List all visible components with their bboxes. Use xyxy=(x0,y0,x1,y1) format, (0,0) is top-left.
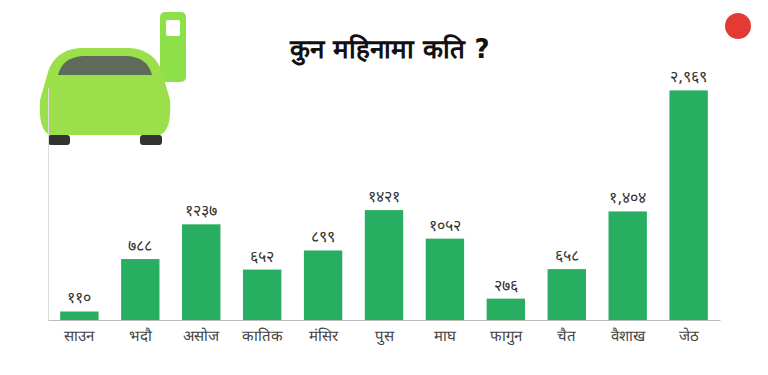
x-tick-label: फागुन xyxy=(490,327,523,346)
car-wheel xyxy=(140,135,162,145)
bar xyxy=(121,259,159,320)
bar xyxy=(60,311,98,320)
data-label: १२३७ xyxy=(185,201,217,220)
data-label: ६५२ xyxy=(250,247,274,266)
x-tick: चैत xyxy=(557,320,576,345)
title: कुन महिनामा कति ? xyxy=(289,34,489,66)
x-tick: वैशाख xyxy=(611,320,646,345)
bar xyxy=(304,250,342,320)
logo xyxy=(725,13,751,39)
x-tick: असोज xyxy=(183,320,220,345)
data-label: ७८८ xyxy=(128,236,152,255)
data-label: २,९६९ xyxy=(670,67,707,86)
x-tick-label: साउन xyxy=(64,327,95,345)
x-tick-label: वैशाख xyxy=(611,327,646,345)
bar xyxy=(487,299,525,320)
data-label: १४२१ xyxy=(368,187,400,206)
bar xyxy=(609,211,647,320)
illustration xyxy=(40,12,751,145)
x-tick-label: माघ xyxy=(434,327,457,345)
x-tick: फागुन xyxy=(490,320,523,346)
bar xyxy=(243,270,281,320)
car-window xyxy=(58,56,152,75)
bars xyxy=(60,90,708,320)
charger-screen xyxy=(166,20,180,36)
data-label: ८९९ xyxy=(311,227,335,246)
chart: कुन महिनामा कति ? साउन भदौ असोज कातिक मंसिर पु… xyxy=(0,0,768,375)
x-tick-label: असोज xyxy=(183,327,220,345)
bar xyxy=(426,239,464,320)
data-label: ११० xyxy=(67,288,91,307)
x-tick: पुस xyxy=(375,320,395,346)
car-body xyxy=(40,48,171,135)
data-label: ६५८ xyxy=(555,246,579,265)
bar xyxy=(669,90,707,320)
data-labels: ११० ७८८ १२३७ ६५२ ८९९ १४२१ १०५२ २७६ ६५८ १,४०४ २,९६९ xyxy=(67,67,707,307)
x-axis: साउन भदौ असोज कातिक मंसिर पुस माघ फागुन चैत वैशाख… xyxy=(49,320,721,346)
x-tick-label: पुस xyxy=(375,327,395,346)
x-tick: साउन xyxy=(64,320,95,345)
x-tick: कातिक xyxy=(242,320,283,345)
y-axis xyxy=(48,89,49,321)
data-label: २७६ xyxy=(494,276,518,295)
x-tick-label: मंसिर xyxy=(309,327,339,345)
x-tick: मंसिर xyxy=(309,320,339,345)
x-tick: माघ xyxy=(434,320,457,345)
data-label: १०५२ xyxy=(429,216,461,235)
charger xyxy=(160,12,186,82)
x-tick: जेठ xyxy=(679,320,699,345)
x-tick-label: चैत xyxy=(557,327,576,345)
data-label: १,४०४ xyxy=(609,188,646,207)
x-tick-label: जेठ xyxy=(679,327,699,345)
x-axis-line xyxy=(49,320,721,321)
x-tick-label: कातिक xyxy=(242,327,283,345)
x-tick-label: भदौ xyxy=(129,327,153,345)
x-tick: भदौ xyxy=(129,320,153,345)
bar xyxy=(365,210,403,320)
car-wheel xyxy=(48,135,70,145)
bar xyxy=(548,269,586,320)
bar xyxy=(182,224,220,320)
y-axis-line xyxy=(48,89,49,321)
